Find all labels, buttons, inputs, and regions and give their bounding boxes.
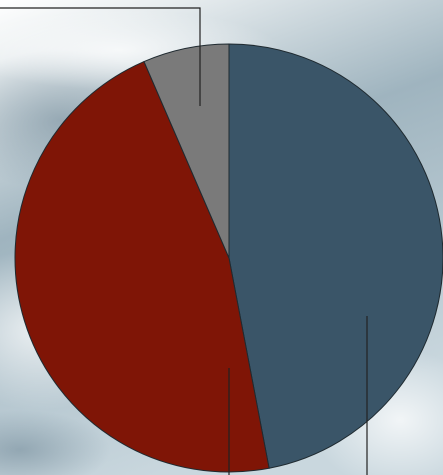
pie-slice-1	[228, 43, 443, 469]
leader-line-3	[0, 7, 201, 106]
pie-slice-3	[143, 43, 230, 259]
pie-slice-2	[14, 60, 270, 473]
